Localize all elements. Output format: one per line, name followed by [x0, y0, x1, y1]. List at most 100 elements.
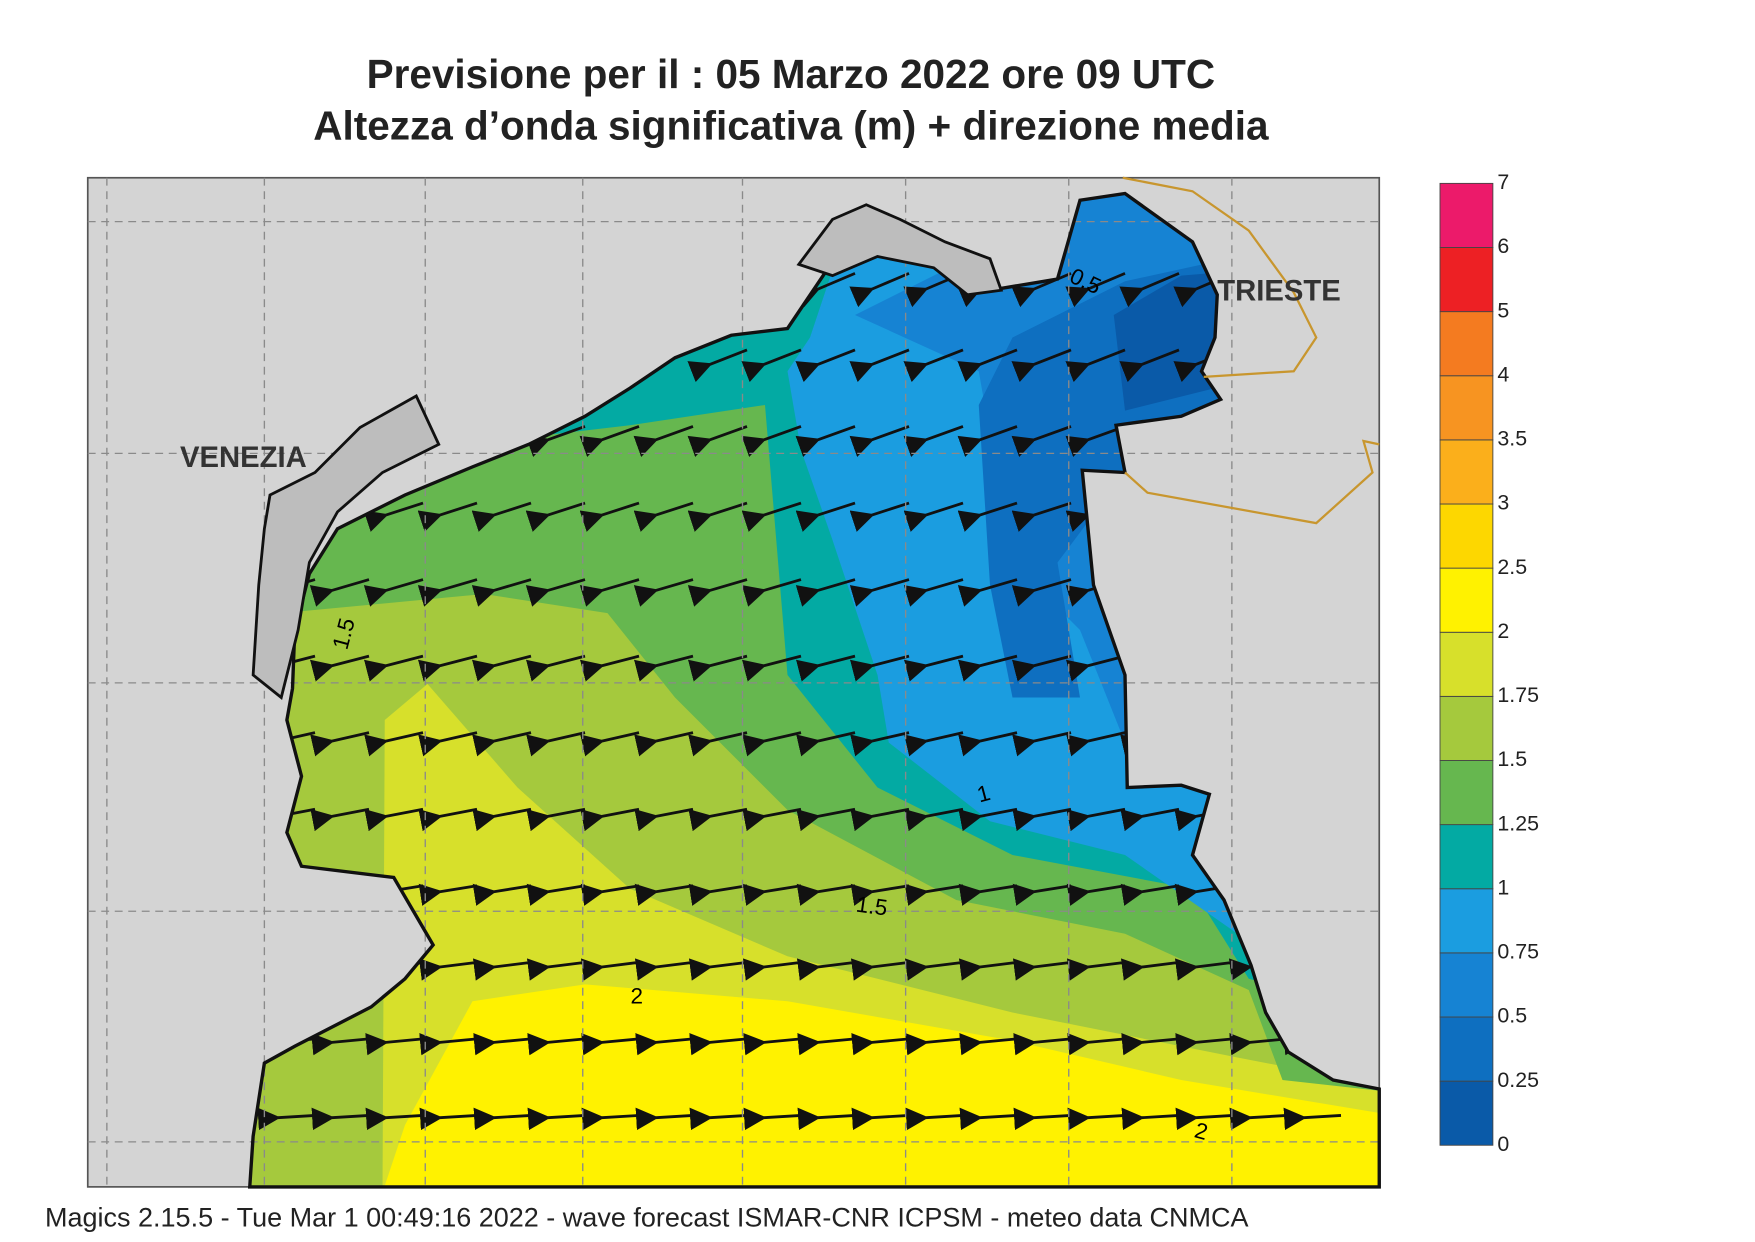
- color-band: [1439, 695, 1494, 761]
- arrow: [849, 501, 910, 532]
- colorbar-tick-label: 7: [1497, 170, 1509, 194]
- arrow: [1175, 1107, 1234, 1131]
- border-line: [1122, 176, 1380, 525]
- arrow: [472, 731, 532, 757]
- arrow: [741, 654, 802, 682]
- colorbar-tick-label: 2: [1497, 619, 1509, 643]
- arrow: [473, 1032, 532, 1056]
- arrow: [689, 1107, 748, 1131]
- arrow: [526, 883, 586, 906]
- arrow: [417, 654, 478, 682]
- arrow: [1011, 501, 1072, 532]
- arrow: [526, 807, 586, 832]
- arrow: [418, 807, 478, 832]
- color-band: [1439, 1016, 1494, 1082]
- arrow: [579, 501, 640, 532]
- arrow: [365, 1032, 424, 1056]
- arrow: [364, 807, 424, 832]
- arrow: [796, 731, 856, 757]
- colorbar-tick-label: 6: [1497, 234, 1509, 258]
- arrow: [743, 1032, 802, 1056]
- arrow: [1013, 1032, 1072, 1056]
- wave-zone: [382, 984, 1380, 1187]
- arrow: [903, 501, 964, 532]
- arrow: [635, 1107, 694, 1131]
- arrow: [418, 883, 478, 906]
- footer: Magics 2.15.5 - Tue Mar 1 00:49:16 2022 …: [45, 1202, 1248, 1232]
- arrow: [364, 731, 424, 757]
- arrow: [904, 883, 964, 906]
- arrow: [688, 731, 748, 757]
- arrow: [580, 731, 640, 757]
- arrow: [958, 883, 1018, 906]
- arrow: [580, 883, 640, 906]
- arrow: [633, 654, 694, 682]
- arrow: [1121, 1107, 1180, 1131]
- arrow: [743, 1107, 802, 1131]
- arrow: [741, 501, 802, 532]
- arrow: [795, 501, 856, 532]
- color-band: [1439, 952, 1494, 1018]
- arrow: [1174, 958, 1234, 981]
- arrow: [1067, 1107, 1126, 1131]
- arrow: [795, 272, 856, 308]
- arrow: [795, 578, 856, 607]
- place-label: VENEZIA: [180, 442, 307, 474]
- arrow: [905, 1032, 964, 1056]
- arrow: [795, 425, 856, 458]
- arrow: [1012, 883, 1072, 906]
- colorbar-tick-label: 1.25: [1497, 811, 1539, 835]
- arrow: [1012, 958, 1072, 981]
- arrow: [688, 883, 748, 906]
- arrow: [687, 425, 748, 458]
- arrow: [527, 1032, 586, 1056]
- arrow: [417, 501, 478, 532]
- arrow: [741, 348, 802, 383]
- arrow: [363, 501, 424, 532]
- arrow: [1011, 578, 1072, 607]
- arrow: [419, 1032, 478, 1056]
- arrow: [796, 807, 856, 832]
- color-band: [1439, 631, 1494, 697]
- arrow: [958, 958, 1018, 981]
- colorbar: 0 0.25 0.5 0.75 1 1.25 1.5 1.75 2 2.5 3 3.5 4 5 6 7: [1439, 170, 1539, 1156]
- arrow: [904, 807, 964, 832]
- arrow: [1175, 1032, 1234, 1056]
- arrow: [957, 578, 1018, 607]
- arrow: [473, 1107, 532, 1131]
- arrow: [634, 807, 694, 832]
- arrow: [849, 578, 910, 607]
- arrow: [687, 654, 748, 682]
- arrow: [525, 654, 586, 682]
- colorbar-tick-label: 1.75: [1497, 683, 1539, 707]
- contour-label: 1.5: [855, 892, 889, 921]
- arrow: [1011, 348, 1072, 383]
- title-line-1: Previsione per il : 05 Marzo 2022 ore 09…: [367, 51, 1216, 97]
- color-band: [1439, 439, 1494, 505]
- arrow: [310, 731, 370, 757]
- place-label: TRIESTE: [1217, 275, 1341, 307]
- arrow: [471, 578, 532, 607]
- arrow: [581, 1107, 640, 1131]
- arrow: [526, 958, 586, 981]
- arrow: [419, 1107, 478, 1131]
- arrow: [959, 1032, 1018, 1056]
- arrow: [311, 1032, 370, 1056]
- arrow: [581, 1032, 640, 1056]
- arrow: [525, 578, 586, 607]
- arrow: [689, 1032, 748, 1056]
- color-band: [1439, 375, 1494, 441]
- arrow: [1121, 1032, 1180, 1056]
- arrow: [688, 807, 748, 832]
- arrow: [579, 425, 640, 458]
- colorbar-tick-label: 1.5: [1497, 747, 1527, 771]
- arrow: [797, 1107, 856, 1131]
- arrow: [525, 425, 586, 458]
- arrow: [796, 883, 856, 906]
- arrow: [849, 272, 910, 308]
- arrow: [957, 654, 1018, 682]
- arrow: [957, 501, 1018, 532]
- color-band: [1439, 567, 1494, 633]
- contour-label: 2: [630, 984, 643, 1009]
- arrow: [687, 348, 748, 383]
